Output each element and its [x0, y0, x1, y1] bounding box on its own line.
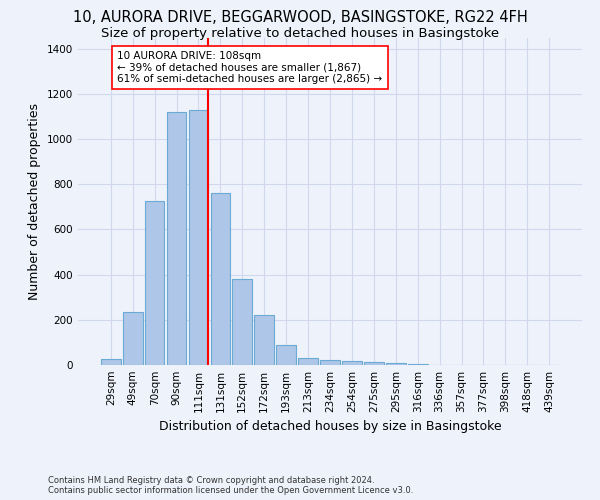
Bar [123, 312, 143, 365]
Bar [188, 110, 208, 365]
Bar [145, 201, 164, 365]
Bar [232, 279, 252, 365]
Text: Contains HM Land Registry data © Crown copyright and database right 2024.
Contai: Contains HM Land Registry data © Crown c… [48, 476, 413, 495]
Bar [254, 315, 274, 365]
Bar [211, 194, 230, 365]
X-axis label: Distribution of detached houses by size in Basingstoke: Distribution of detached houses by size … [158, 420, 502, 434]
Bar [364, 362, 384, 365]
Bar [320, 360, 340, 365]
Bar [101, 358, 121, 365]
Bar [276, 344, 296, 365]
Bar [386, 362, 406, 365]
Text: Size of property relative to detached houses in Basingstoke: Size of property relative to detached ho… [101, 28, 499, 40]
Bar [342, 361, 362, 365]
Text: 10, AURORA DRIVE, BEGGARWOOD, BASINGSTOKE, RG22 4FH: 10, AURORA DRIVE, BEGGARWOOD, BASINGSTOK… [73, 10, 527, 25]
Bar [167, 112, 187, 365]
Bar [298, 358, 318, 365]
Bar [408, 364, 428, 365]
Text: 10 AURORA DRIVE: 108sqm
← 39% of detached houses are smaller (1,867)
61% of semi: 10 AURORA DRIVE: 108sqm ← 39% of detache… [118, 51, 382, 84]
Y-axis label: Number of detached properties: Number of detached properties [28, 103, 41, 300]
